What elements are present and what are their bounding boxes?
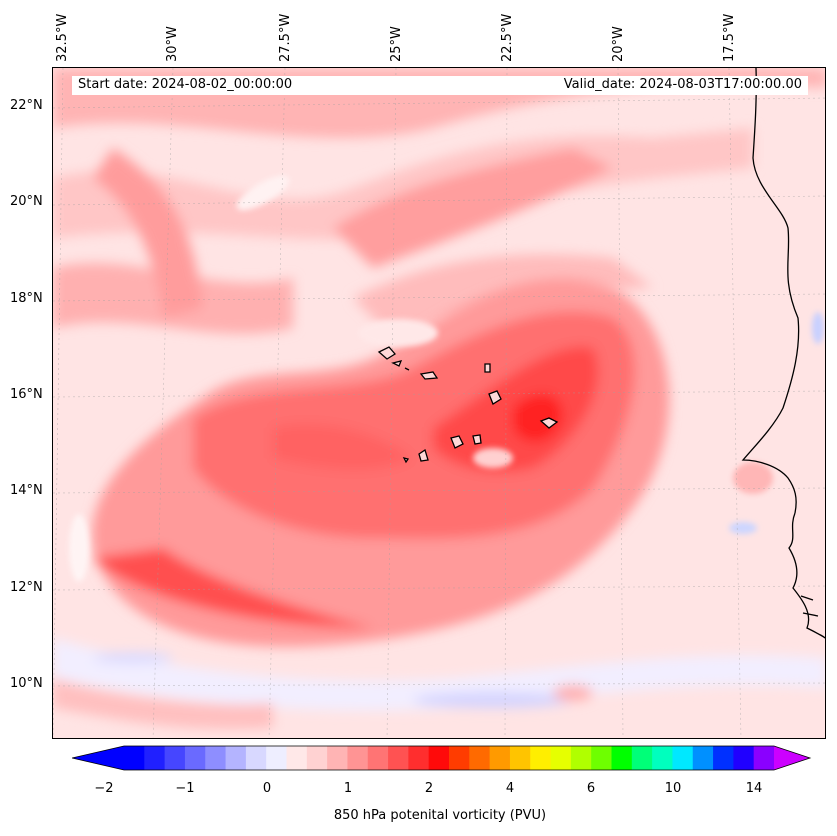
cbar-tick-1: 1 [343,781,353,796]
lat-label-18n: 18°N [10,291,43,306]
colorbar-segment [388,746,409,770]
lon-label-20w: 20°W [611,26,626,62]
colorbar-segment [327,746,348,770]
colorbar-segment [225,746,247,770]
cbar-tick-neg1: −1 [175,781,195,796]
colorbar-segment [449,746,470,770]
colorbar-over-extend [774,746,810,770]
colorbar-segment [408,746,430,770]
colorbar-outline [72,745,812,771]
colorbar-segment [347,746,369,770]
colorbar-segment [509,746,531,770]
cabo-verde-islands [377,346,559,464]
colorbar-segment [611,746,633,770]
colorbar-segment [692,746,714,770]
lon-label-17-5w: 17.5°W [722,13,737,62]
lat-label-12n: 12°N [10,580,43,595]
cbar-tick-14: 14 [745,781,763,796]
colorbar-segment [367,746,389,770]
colorbar-title: 850 hPa potenital vorticity (PVU) [333,808,547,823]
lat-label-10n: 10°N [10,676,43,691]
cbar-tick-10: 10 [664,781,682,796]
colorbar-segment [753,746,775,770]
colorbar-segment [652,746,673,770]
start-date: Start date: 2024-08-02_00:00:00 [78,77,293,92]
cbar-tick-6: 6 [586,781,596,796]
colorbar-under-extend [72,746,124,770]
lat-label-22n: 22°N [10,98,43,113]
colorbar-segment [266,746,287,770]
colorbar-segment [144,746,166,770]
light-patches [69,175,513,582]
cbar-tick-2: 2 [424,781,434,796]
lon-label-22-5w: 22.5°W [500,13,515,62]
cbar-tick-4: 4 [505,781,515,796]
colorbar-segment [591,746,612,770]
colorbar-segment [713,746,734,770]
africa-coastline [741,68,825,639]
colorbar-segment [245,746,267,770]
lon-label-27-5w: 27.5°W [278,13,293,62]
lat-label-16n: 16°N [10,387,43,402]
colorbar-segment [306,746,328,770]
colorbar-segment [672,746,694,770]
lon-label-30w: 30°W [165,26,180,62]
colorbar-segment [550,746,572,770]
colorbar-segment [570,746,592,770]
graticule [53,68,825,738]
cbar-tick-neg2: −2 [94,781,114,796]
colorbar-segment [184,746,206,770]
map-panel[interactable] [52,67,826,739]
date-bar: Start date: 2024-08-02_00:00:00 Valid_da… [72,76,808,95]
lat-label-14n: 14°N [10,483,43,498]
colorbar-segment [489,746,511,770]
lon-label-32-5w: 32.5°W [55,13,70,62]
pv-ring [91,278,670,647]
valid-date: Valid_date: 2024-08-03T17:00:00.00 [563,77,802,92]
colorbar-segment [631,746,653,770]
colorbar-segment [428,746,450,770]
lat-label-20n: 20°N [10,194,43,209]
colorbar-segment [469,746,491,770]
pv-contour-map [53,68,825,738]
colorbar-segment [733,746,755,770]
colorbar-segment [530,746,552,770]
colorbar-segment [286,746,308,770]
lon-label-25w: 25°W [389,26,404,62]
south-bands [53,638,825,729]
cbar-tick-0: 0 [262,781,272,796]
east-patches [729,312,824,534]
colorbar-segment [205,746,227,770]
colorbar [72,745,812,771]
colorbar-segment [164,746,186,770]
colorbar-segment [124,746,145,770]
